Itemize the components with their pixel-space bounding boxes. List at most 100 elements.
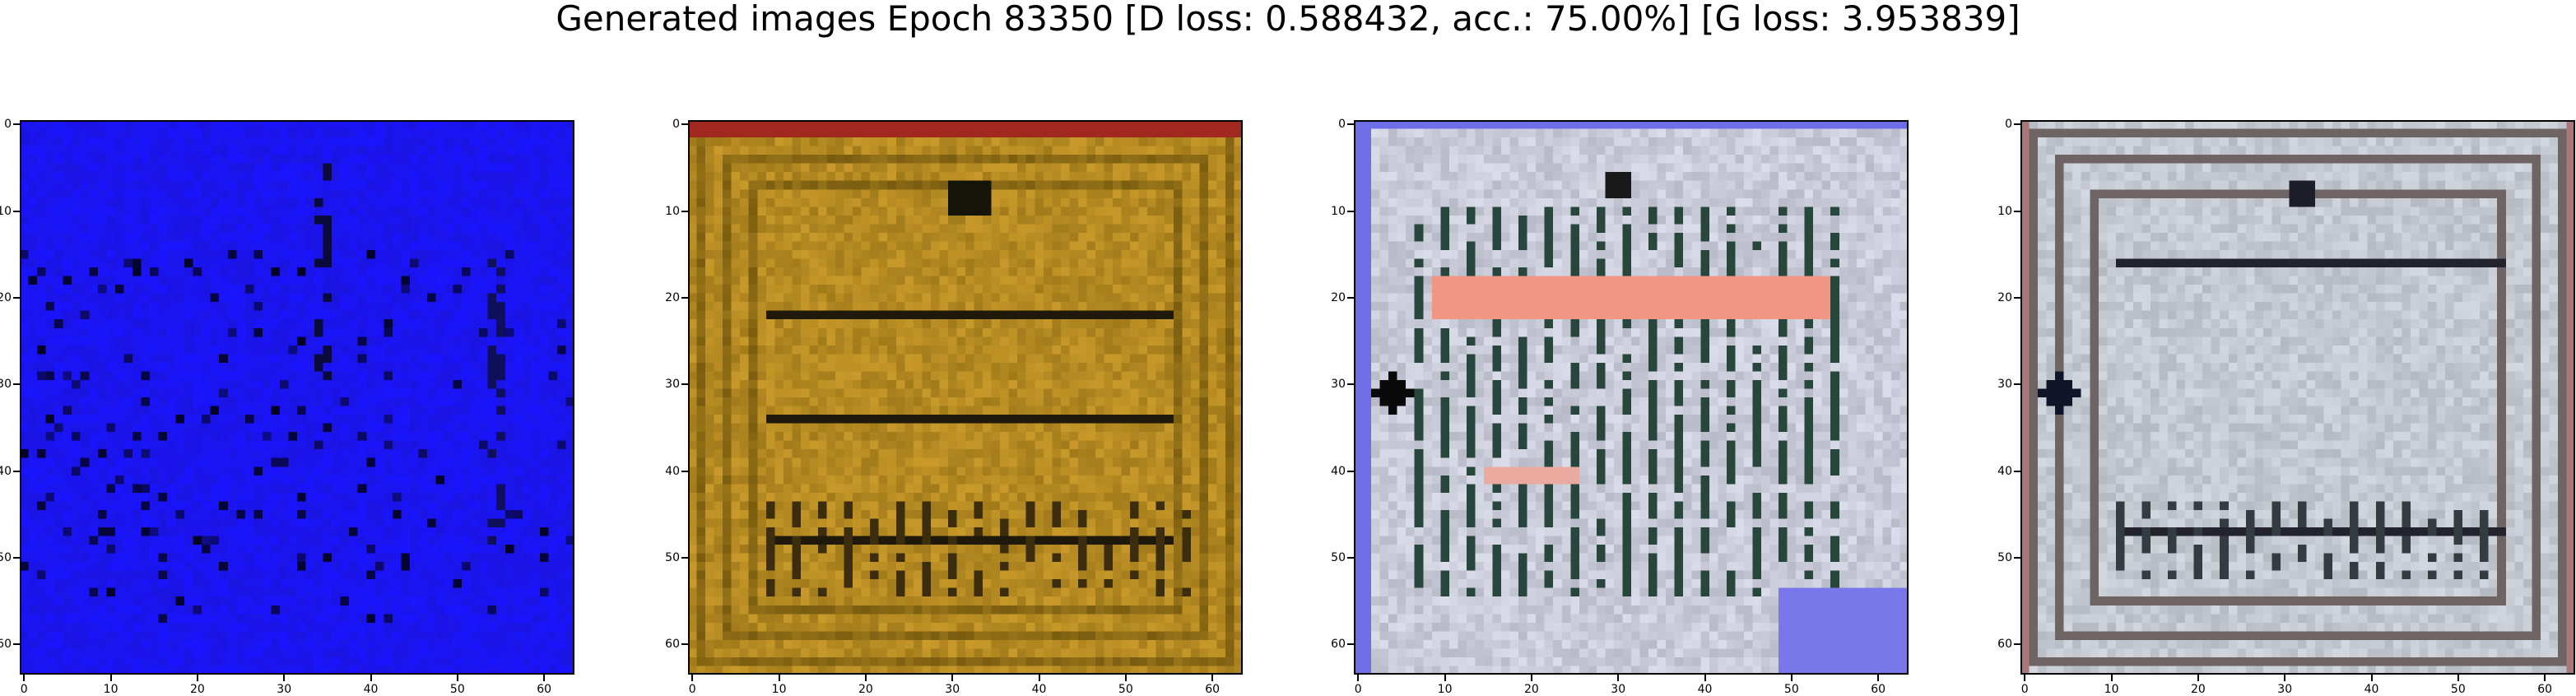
- x-tick-label: 40: [1697, 683, 1713, 696]
- x-tick-mark: [1704, 675, 1706, 681]
- y-tick-mark: [13, 556, 20, 559]
- x-tick-label: 30: [2277, 683, 2293, 696]
- x-tick-mark: [951, 675, 954, 681]
- x-tick-label: 10: [771, 683, 787, 696]
- y-tick-label: 50: [0, 550, 12, 564]
- x-tick-mark: [1877, 675, 1880, 681]
- y-tick-mark: [681, 383, 688, 386]
- y-tick-label: 10: [665, 204, 680, 218]
- y-tick-label: 40: [1997, 464, 2012, 478]
- y-tick-mark: [2014, 383, 2020, 386]
- x-tick-label: 30: [277, 683, 292, 696]
- y-tick-mark: [681, 210, 688, 212]
- x-tick-mark: [283, 675, 286, 681]
- x-tick-label: 20: [1523, 683, 1539, 696]
- y-tick-mark: [2014, 556, 2020, 559]
- x-tick-mark: [23, 675, 26, 681]
- y-tick-mark: [13, 383, 20, 386]
- x-tick-mark: [2284, 675, 2286, 681]
- y-tick-mark: [681, 643, 688, 646]
- y-tick-label: 40: [665, 464, 680, 478]
- x-tick-mark: [1617, 675, 1620, 681]
- y-tick-mark: [681, 296, 688, 299]
- y-tick-label: 30: [665, 378, 680, 392]
- y-tick-mark: [2014, 210, 2020, 212]
- x-tick-label: 40: [1031, 683, 1047, 696]
- x-tick-mark: [1211, 675, 1214, 681]
- y-tick-label: 0: [4, 118, 12, 132]
- y-tick-label: 30: [1331, 378, 1346, 392]
- y-tick-mark: [1347, 123, 1354, 126]
- y-tick-label: 0: [672, 118, 680, 132]
- y-tick-mark: [1347, 556, 1354, 559]
- y-tick-label: 10: [1997, 204, 2012, 218]
- x-tick-label: 60: [2537, 683, 2553, 696]
- generated-image-panel-3: 0 10 20 30 40 50 60 0 10 20 30 40 50 60: [1331, 118, 1909, 696]
- y-tick-label: 10: [0, 204, 12, 218]
- x-tick-mark: [691, 675, 694, 681]
- x-tick-mark: [2370, 675, 2373, 681]
- y-tick-mark: [13, 210, 20, 212]
- x-tick-label: 50: [2450, 683, 2466, 696]
- y-tick-mark: [1347, 383, 1354, 386]
- y-tick-mark: [13, 123, 20, 126]
- x-tick-label: 40: [2364, 683, 2379, 696]
- x-tick-label: 10: [2104, 683, 2119, 696]
- x-tick-mark: [543, 675, 546, 681]
- y-tick-label: 30: [0, 378, 12, 392]
- x-tick-label: 10: [103, 683, 119, 696]
- x-tick-mark: [778, 675, 780, 681]
- x-tick-mark: [1038, 675, 1040, 681]
- x-tick-label: 40: [363, 683, 379, 696]
- x-tick-mark: [109, 675, 112, 681]
- x-tick-mark: [2544, 675, 2546, 681]
- generated-image-4: [2020, 120, 2575, 675]
- x-tick-mark: [864, 675, 867, 681]
- y-tick-label: 60: [1997, 638, 2012, 652]
- x-tick-label: 0: [1354, 683, 1362, 696]
- y-tick-label: 20: [1997, 290, 2012, 304]
- x-tick-mark: [1124, 675, 1127, 681]
- x-tick-label: 30: [945, 683, 960, 696]
- x-tick-mark: [1444, 675, 1446, 681]
- x-tick-label: 50: [449, 683, 465, 696]
- y-tick-mark: [2014, 123, 2020, 126]
- y-tick-mark: [13, 296, 20, 299]
- x-tick-mark: [196, 675, 198, 681]
- x-tick-mark: [1790, 675, 1793, 681]
- y-tick-label: 40: [0, 464, 12, 478]
- y-tick-mark: [2014, 470, 2020, 472]
- y-tick-label: 50: [1331, 550, 1346, 564]
- x-tick-mark: [2457, 675, 2459, 681]
- x-tick-label: 60: [537, 683, 552, 696]
- y-tick-mark: [681, 556, 688, 559]
- x-tick-mark: [1357, 675, 1360, 681]
- y-tick-mark: [681, 123, 688, 126]
- x-tick-mark: [2024, 675, 2026, 681]
- generated-image-2: [688, 120, 1243, 675]
- x-tick-label: 60: [1205, 683, 1221, 696]
- generated-image-3: [1354, 120, 1909, 675]
- y-tick-label: 10: [1331, 204, 1346, 218]
- x-tick-label: 0: [688, 683, 696, 696]
- generated-image-panel-1: 0 10 20 30 40 50 60 0 10 20 30 40 50 60: [0, 118, 574, 696]
- x-tick-label: 50: [1783, 683, 1799, 696]
- x-tick-label: 20: [189, 683, 205, 696]
- y-tick-label: 20: [665, 290, 680, 304]
- y-tick-label: 60: [1331, 638, 1346, 652]
- x-tick-mark: [370, 675, 372, 681]
- y-tick-mark: [2014, 643, 2020, 646]
- figure-title: Generated images Epoch 83350 [D loss: 0.…: [556, 0, 2020, 39]
- x-tick-label: 0: [2020, 683, 2029, 696]
- x-tick-mark: [456, 675, 458, 681]
- x-tick-mark: [2110, 675, 2113, 681]
- y-tick-mark: [1347, 643, 1354, 646]
- y-tick-label: 30: [1997, 378, 2012, 392]
- y-tick-mark: [13, 470, 20, 472]
- y-tick-label: 60: [665, 638, 680, 652]
- x-tick-label: 0: [20, 683, 28, 696]
- y-tick-label: 0: [2005, 118, 2012, 132]
- y-tick-mark: [1347, 296, 1354, 299]
- generated-image-panel-4: 0 10 20 30 40 50 60 0 10 20 30 40 50 60: [1997, 118, 2575, 696]
- y-tick-label: 50: [1997, 550, 2012, 564]
